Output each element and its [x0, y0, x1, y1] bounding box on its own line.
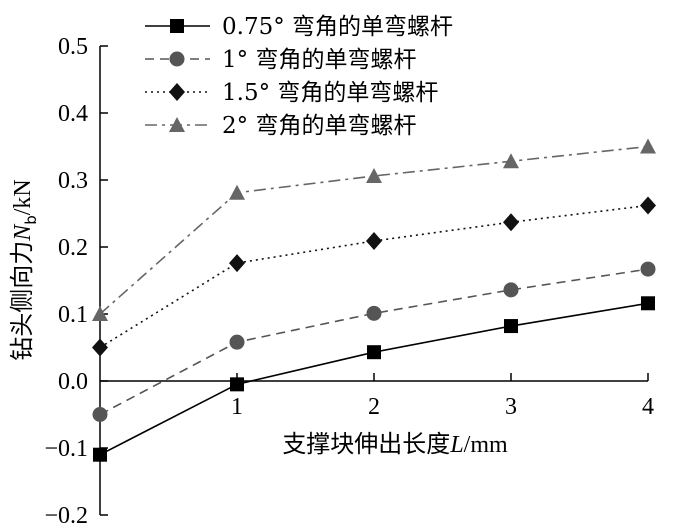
- y-tick-label: 0.3: [58, 168, 88, 194]
- series-diamond: [92, 196, 656, 357]
- series-circle: [92, 261, 656, 422]
- data-point: [229, 334, 245, 350]
- x-tick-label: 2: [368, 394, 380, 420]
- y-tick-label: 0.1: [58, 302, 88, 328]
- legend-item: 1° 弯角的单弯螺杆: [145, 47, 416, 73]
- y-tick-label: −0.2: [44, 503, 88, 525]
- data-point: [503, 153, 519, 169]
- y-axis-ticks: 0.5 0.4 0.3 0.2 0.1 0.0 −0.1 −0.2: [44, 34, 108, 525]
- data-point: [640, 196, 656, 215]
- legend-item: 2° 弯角的单弯螺杆: [145, 113, 416, 139]
- legend-label: 0.75° 弯角的单弯螺杆: [222, 14, 453, 40]
- legend-marker: [170, 19, 184, 33]
- data-point: [640, 261, 656, 277]
- data-point: [366, 231, 382, 250]
- legend-item: 1.5° 弯角的单弯螺杆: [145, 80, 438, 106]
- series-triangle: [92, 138, 656, 321]
- y-tick-label: 0.5: [58, 34, 88, 60]
- data-point: [640, 138, 656, 154]
- legend-item: 0.75° 弯角的单弯螺杆: [145, 14, 453, 40]
- x-axis-label: 支撑块伸出长度L/mm: [282, 430, 508, 458]
- data-point: [503, 282, 519, 298]
- x-axis-ticks: 1 2 3 4: [231, 373, 654, 420]
- data-point: [229, 184, 245, 200]
- data-point: [230, 377, 244, 392]
- x-tick-label: 3: [505, 394, 517, 420]
- legend: 0.75° 弯角的单弯螺杆 1° 弯角的单弯螺杆 1.5° 弯角的单弯螺杆 2° 弯角…: [145, 14, 453, 139]
- y-tick-label: 0.0: [58, 369, 88, 395]
- series-line: [99, 268, 649, 416]
- data-point: [367, 345, 381, 360]
- series-line: [99, 204, 649, 349]
- legend-label: 2° 弯角的单弯螺杆: [222, 113, 416, 139]
- data-point: [229, 254, 245, 273]
- y-tick-label: −0.1: [44, 436, 88, 462]
- series-line: [99, 145, 649, 315]
- data-point: [503, 213, 519, 232]
- legend-marker: [169, 51, 185, 67]
- data-point: [93, 447, 107, 462]
- series-layer: [92, 138, 656, 462]
- y-tick-label: 0.2: [58, 235, 88, 261]
- x-tick-label: 4: [642, 394, 654, 420]
- data-point: [92, 306, 108, 321]
- data-point: [366, 305, 382, 321]
- data-point: [92, 407, 108, 422]
- series-square: [93, 296, 655, 462]
- x-tick-label: 1: [231, 394, 243, 420]
- data-point: [641, 296, 655, 311]
- legend-marker: [169, 117, 185, 132]
- y-axis-label: 钻头侧向力Nb/kN: [8, 179, 40, 361]
- data-point: [504, 319, 518, 334]
- data-point: [92, 338, 108, 357]
- legend-label: 1.5° 弯角的单弯螺杆: [222, 80, 438, 106]
- legend-label: 1° 弯角的单弯螺杆: [222, 47, 416, 73]
- legend-marker: [169, 83, 185, 101]
- y-tick-label: 0.4: [58, 101, 88, 127]
- data-point: [366, 167, 382, 183]
